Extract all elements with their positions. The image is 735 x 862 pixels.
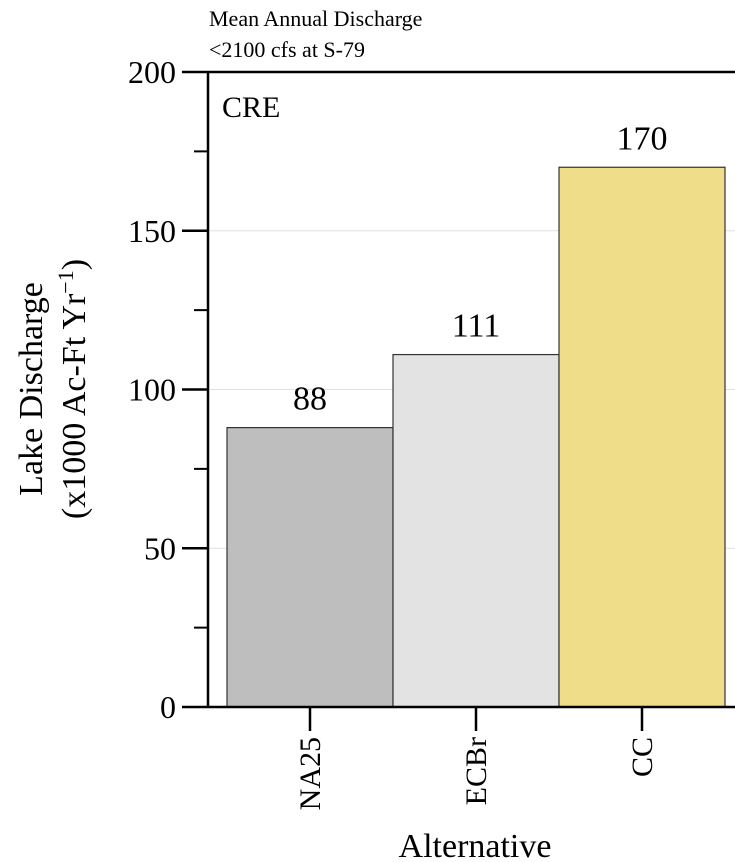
data-label-ecbr: 111 [452,308,500,345]
bars [226,166,726,708]
y-axis-title-units: (x1000 Ac-Ft Yr [56,293,93,519]
x-tick-label-ecbr: ECBr [460,737,493,805]
chart-title: Mean Annual Discharge [209,6,422,31]
y-axis-title-superscript: −1 [53,270,78,293]
y-axis-title-line2: (x1000 Ac-Ft Yr−1) [53,259,93,519]
y-axis-title-close: ) [56,259,93,270]
y-tick-label: 200 [128,54,176,90]
data-labels: 88 111 170 [293,120,668,417]
chart-subtitle: <2100 cfs at S-79 [209,37,365,62]
y-tick-label: 50 [144,530,176,566]
x-ticks: NA25 ECBr CC [294,707,659,810]
bar-ecbr [392,353,560,708]
x-tick-label-na25: NA25 [294,737,327,810]
bar-na25 [226,427,394,708]
bar-cc [558,166,726,708]
y-axis-title-line1: Lake Discharge [13,282,50,496]
y-tick-label: 150 [128,213,176,249]
y-ticks: 0 50 100 150 200 [128,54,208,725]
data-label-na25: 88 [293,381,327,418]
data-label-cc: 170 [617,120,668,157]
panel-label: CRE [222,91,280,124]
x-axis-title: Alternative [399,828,552,862]
y-tick-label: 0 [160,689,176,725]
y-tick-label: 100 [128,372,176,408]
x-tick-label-cc: CC [626,737,659,777]
